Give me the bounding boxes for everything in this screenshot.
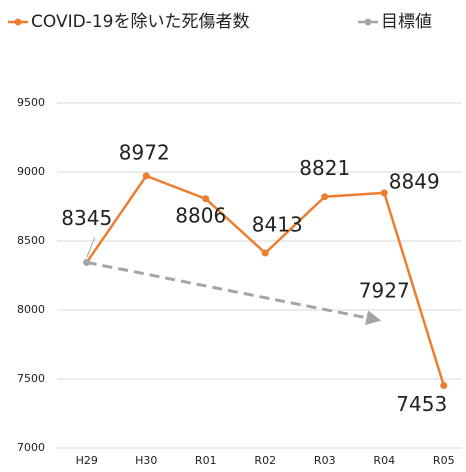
point: [440, 381, 448, 389]
y-tick-label: 8500: [17, 234, 45, 247]
x-tick-label: R02: [254, 454, 276, 467]
x-tick-label: R03: [314, 454, 336, 467]
point: [261, 249, 269, 257]
y-tick-label: 8000: [17, 303, 45, 316]
data-label: 8806: [175, 203, 226, 227]
x-tick-label: R04: [373, 454, 395, 467]
leader-line: [86, 237, 96, 258]
legend-label: COVID-19を除いた死傷者数: [31, 12, 249, 32]
point: [321, 193, 329, 201]
x-tick-label: H29: [76, 454, 98, 467]
y-tick-label: 9500: [17, 96, 45, 109]
point: [380, 189, 388, 197]
y-tick-label: 7500: [17, 372, 45, 385]
data-label: 8345: [61, 206, 112, 230]
data-label: 7927: [359, 279, 410, 303]
x-tick-label: R05: [433, 454, 455, 467]
legend-marker: [14, 18, 22, 26]
y-tick-label: 7000: [17, 441, 45, 454]
data-label: 7453: [396, 392, 447, 416]
x-tick-label: H30: [135, 454, 157, 467]
data-label: 8849: [389, 169, 440, 193]
y-tick-label: 9000: [17, 165, 45, 178]
x-tick-label: R01: [195, 454, 217, 467]
point: [142, 172, 150, 180]
legend-label: 目標値: [381, 12, 432, 32]
point: [202, 195, 210, 203]
data-label: 8413: [252, 213, 303, 237]
legend-marker: [364, 18, 372, 26]
target-line: [86, 260, 382, 326]
data-label: 8821: [299, 156, 350, 180]
point: [83, 258, 91, 266]
data-label: 8972: [119, 140, 170, 164]
